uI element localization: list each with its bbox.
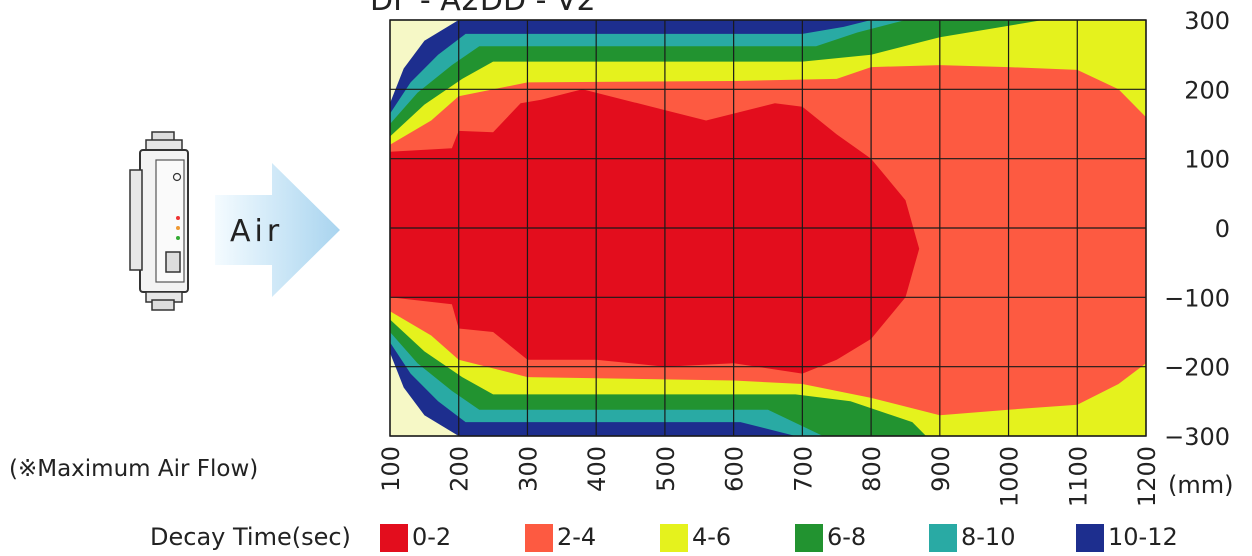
x-axis-unit-label: (mm) (1168, 471, 1233, 499)
legend-swatch (1076, 524, 1104, 552)
y-tick-label: −300 (1164, 423, 1230, 451)
y-tick-label: −200 (1164, 354, 1230, 382)
legend-item-10-12: 10-12 (1076, 523, 1178, 552)
legend-label: 4-6 (692, 523, 731, 551)
x-tick-label: 500 (652, 446, 680, 492)
max-air-flow-note: (※Maximum Air Flow) (9, 456, 258, 482)
contour-region-0-2 (390, 89, 920, 374)
x-tick-label: 700 (789, 446, 817, 492)
plot-frame (389, 19, 1147, 437)
x-tick-label: 100 (377, 446, 405, 492)
x-tick-label: 400 (583, 446, 611, 492)
legend-label: 8-10 (961, 523, 1015, 551)
x-tick-label: 1100 (1064, 446, 1092, 507)
chart-title-fragment: DF - A2DD - V2 (370, 0, 596, 18)
legend-item-8-10: 8-10 (929, 523, 1015, 552)
device-led-orange (176, 226, 180, 230)
x-tick-label: 600 (721, 446, 749, 492)
x-tick-label: 200 (446, 446, 474, 492)
device-switch (165, 251, 181, 273)
legend-title: Decay Time(sec) (150, 523, 351, 551)
grid-lines (389, 19, 1147, 437)
x-tick-label: 1000 (996, 446, 1024, 507)
legend-label: 0-2 (412, 523, 451, 551)
y-tick-label: 100 (1184, 146, 1230, 174)
legend: 0-2 2-4 4-6 6-8 8-10 10-12 (380, 523, 1178, 552)
device-indicator-hole (172, 172, 182, 182)
legend-swatch (660, 524, 688, 552)
device-led-green (176, 236, 180, 240)
legend-item-4-6: 4-6 (660, 523, 731, 552)
legend-swatch (929, 524, 957, 552)
air-arrow (215, 163, 340, 297)
device-side-panel (129, 169, 143, 271)
legend-label: 10-12 (1108, 523, 1178, 551)
device-top-cap (145, 139, 183, 151)
y-tick-label: 0 (1215, 215, 1230, 243)
y-axis-tick-labels: 300 200 100 0 −100 −200 −300 (1164, 7, 1230, 451)
x-tick-label: 300 (515, 446, 543, 492)
device-led-red (176, 216, 180, 220)
legend-item-6-8: 6-8 (795, 523, 866, 552)
legend-swatch (795, 524, 823, 552)
ionizer-device-illustration (129, 131, 189, 311)
x-tick-label: 1200 (1133, 446, 1161, 507)
legend-item-0-2: 0-2 (380, 523, 451, 552)
legend-swatch (380, 524, 408, 552)
legend-item-2-4: 2-4 (525, 523, 596, 552)
air-label: Air (230, 214, 283, 249)
legend-swatch (525, 524, 553, 552)
x-tick-label: 800 (858, 446, 886, 492)
y-tick-label: −100 (1164, 284, 1230, 312)
y-tick-label: 300 (1184, 7, 1230, 35)
x-axis-tick-labels: 100 200 300 400 500 600 700 800 900 1000 1100 1200 (377, 446, 1161, 507)
device-bottom-knob (151, 299, 175, 311)
legend-label: 2-4 (557, 523, 596, 551)
legend-label: 6-8 (827, 523, 866, 551)
y-tick-label: 200 (1184, 76, 1230, 104)
x-tick-label: 900 (927, 446, 955, 492)
